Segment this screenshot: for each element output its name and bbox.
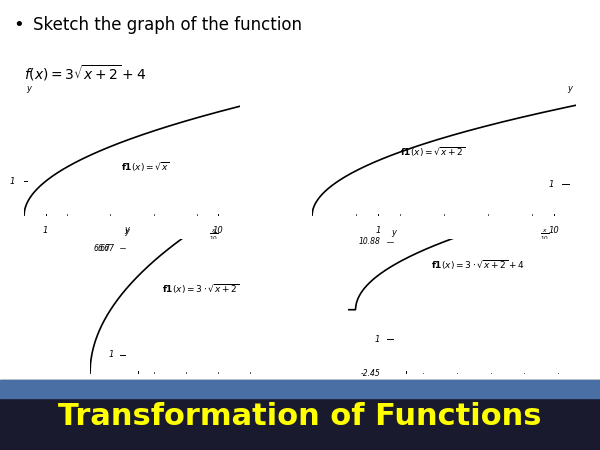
Text: 1: 1 (549, 180, 554, 189)
Text: 1: 1 (43, 226, 48, 235)
Text: 11.07: 11.07 (565, 387, 587, 396)
Text: $\mathbf{f1}(x){=}3\cdot\sqrt{x+2}+4$: $\mathbf{f1}(x){=}3\cdot\sqrt{x+2}+4$ (431, 258, 526, 272)
Text: Sketch the graph of the function: Sketch the graph of the function (33, 16, 302, 34)
Text: Transformation of Functions: Transformation of Functions (58, 402, 542, 431)
Text: 1: 1 (376, 226, 380, 235)
Text: y: y (124, 226, 129, 236)
Text: y: y (26, 84, 31, 93)
Text: 1: 1 (109, 350, 115, 359)
Text: $\frac{x}{10}$: $\frac{x}{10}$ (539, 228, 549, 243)
Text: 1: 1 (136, 384, 140, 393)
Text: $\mathbf{f1}(x){=}3\cdot\sqrt{x+2}$: $\mathbf{f1}(x){=}3\cdot\sqrt{x+2}$ (162, 282, 240, 296)
Text: •: • (13, 16, 24, 34)
Text: 1: 1 (375, 335, 380, 344)
Text: $\mathbf{f1}(x){=}\sqrt{x}$: $\mathbf{f1}(x){=}\sqrt{x}$ (121, 161, 170, 174)
Text: 1: 1 (10, 177, 16, 186)
Text: $\mathbf{f1}(x){=}\sqrt{x+2}$: $\mathbf{f1}(x){=}\sqrt{x+2}$ (400, 145, 466, 159)
Text: y: y (567, 84, 572, 93)
Text: 6.67: 6.67 (97, 244, 115, 253)
Text: x: x (584, 382, 589, 391)
Text: 1: 1 (403, 384, 409, 393)
Text: -2.45: -2.45 (361, 369, 380, 378)
Text: 10: 10 (548, 226, 559, 235)
Text: y: y (124, 225, 129, 234)
Text: 10: 10 (213, 226, 224, 235)
Text: y: y (392, 228, 397, 237)
Text: $\frac{x}{10}$: $\frac{x}{10}$ (209, 228, 219, 243)
Text: 6.67: 6.67 (94, 244, 110, 253)
Text: 10.88: 10.88 (358, 237, 380, 246)
Text: $f(x)=3\sqrt{x+2}+4$: $f(x)=3\sqrt{x+2}+4$ (24, 63, 146, 83)
